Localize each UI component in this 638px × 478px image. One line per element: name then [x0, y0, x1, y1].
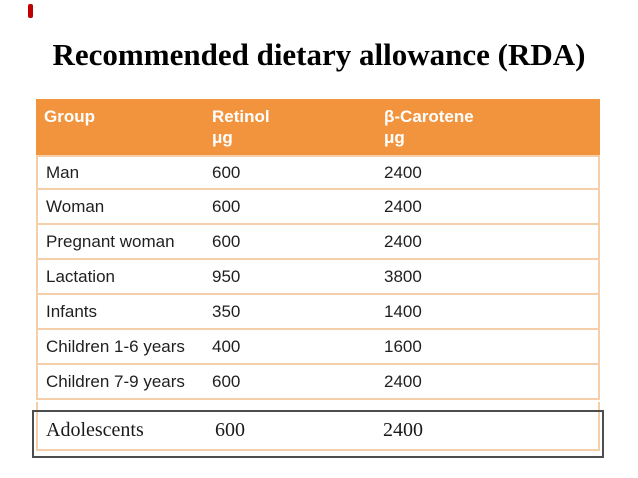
cell-retinol: 600 — [204, 190, 376, 225]
table-row: Pregnant woman 600 2400 — [36, 225, 600, 260]
cell-carotene: 2400 — [376, 190, 600, 225]
red-dash-icon — [28, 4, 33, 18]
header-carotene-unit: μg — [384, 128, 405, 147]
cell-group: Lactation — [36, 260, 204, 295]
header-group-label: Group — [44, 107, 95, 126]
header-retinol-unit: μg — [212, 128, 233, 147]
table-row: Lactation 950 3800 — [36, 260, 600, 295]
highlight-cell-carotene: 2400 — [383, 419, 423, 441]
header-group-unit — [44, 127, 196, 148]
header-retinol: Retinol μg — [204, 99, 376, 155]
cell-group: Pregnant woman — [36, 225, 204, 260]
cell-retinol: 400 — [204, 330, 376, 365]
rda-table: Group Retinol μg β-Carotene μg Man 600 2… — [36, 99, 600, 400]
cell-carotene: 2400 — [376, 225, 600, 260]
cell-carotene: 3800 — [376, 260, 600, 295]
header-carotene: β-Carotene μg — [376, 99, 600, 155]
cell-carotene: 1600 — [376, 330, 600, 365]
cell-group: Woman — [36, 190, 204, 225]
header-retinol-label: Retinol — [212, 107, 270, 126]
header-group: Group — [36, 99, 204, 155]
header-row: Group Retinol μg β-Carotene μg — [36, 99, 600, 155]
cell-retinol: 350 — [204, 295, 376, 330]
cell-retinol: 600 — [204, 225, 376, 260]
cell-group: Children 7-9 years — [36, 365, 204, 400]
highlight-cell-retinol: 600 — [215, 419, 245, 441]
cell-retinol: 600 — [204, 365, 376, 400]
header-carotene-label: β-Carotene — [384, 107, 474, 126]
table-row: Children 7-9 years 600 2400 — [36, 365, 600, 400]
cell-group: Children 1-6 years — [36, 330, 204, 365]
cell-retinol: 950 — [204, 260, 376, 295]
cell-group: Infants — [36, 295, 204, 330]
page-title: Recommended dietary allowance (RDA) — [52, 37, 586, 72]
table-row: Infants 350 1400 — [36, 295, 600, 330]
table-header: Group Retinol μg β-Carotene μg — [36, 99, 600, 155]
highlight-row: Adolescents 600 2400 — [36, 402, 600, 451]
table-row: Children 1-6 years 400 1600 — [36, 330, 600, 365]
highlight-cell-group: Adolescents — [46, 419, 144, 441]
table-row: Woman 600 2400 — [36, 190, 600, 225]
table-body: Man 600 2400 Woman 600 2400 Pregnant wom… — [36, 155, 600, 400]
table-row: Man 600 2400 — [36, 155, 600, 190]
cell-carotene: 2400 — [376, 155, 600, 190]
cell-retinol: 600 — [204, 155, 376, 190]
cell-carotene: 2400 — [376, 365, 600, 400]
cell-carotene: 1400 — [376, 295, 600, 330]
cell-group: Man — [36, 155, 204, 190]
